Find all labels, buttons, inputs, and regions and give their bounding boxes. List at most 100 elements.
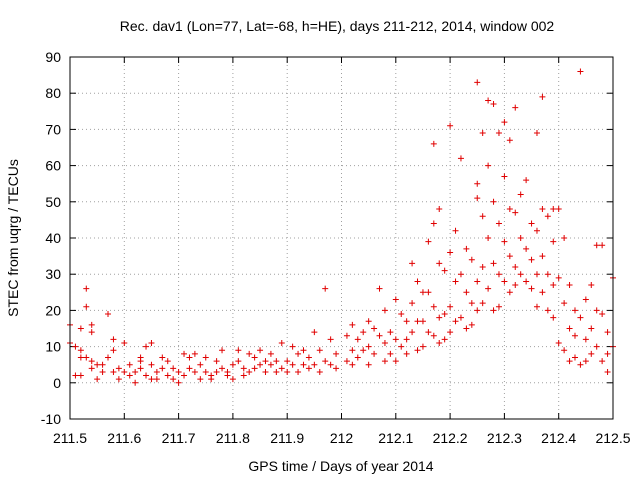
data-point [208,376,215,383]
y-tick-label: -10 [41,411,61,427]
y-tick-label: 60 [45,158,61,174]
data-point [485,162,492,169]
data-point [392,336,399,343]
data-point [539,93,546,100]
y-tick-label: 20 [45,302,61,318]
data-point [523,278,530,285]
data-point [528,256,535,263]
data-point [566,325,573,332]
data-point [588,282,595,289]
data-point [447,303,454,310]
data-point [441,267,448,274]
data-point [365,343,372,350]
data-point [441,336,448,343]
data-point [414,347,421,354]
data-point [571,307,578,314]
data-point [561,347,568,354]
data-point [322,358,329,365]
data-point [94,361,101,368]
data-point [468,300,475,307]
data-point [126,372,133,379]
data-point [105,311,112,318]
data-point [387,329,394,336]
data-point [506,289,513,296]
data-point [387,350,394,357]
data-point [517,191,524,198]
data-point [137,358,144,365]
data-point [202,368,209,375]
data-point [555,206,562,213]
data-point [143,372,150,379]
data-point [289,361,296,368]
data-point [115,376,122,383]
data-point [512,282,519,289]
data-point [381,307,388,314]
data-point [202,354,209,361]
data-point [398,311,405,318]
data-point [143,343,150,350]
data-point [550,238,557,245]
data-point [132,379,139,386]
data-point [599,358,606,365]
data-point [593,343,600,350]
data-point [447,249,454,256]
data-point [523,245,530,252]
data-point [457,155,464,162]
data-point [430,220,437,227]
y-tick-label: 70 [45,121,61,137]
data-point [224,372,231,379]
data-point [528,285,535,292]
data-point [517,235,524,241]
data-point [533,303,540,310]
data-point [550,282,557,289]
y-tick-label: 50 [45,194,61,210]
data-point [88,358,95,365]
data-point [539,206,546,213]
data-point [512,263,519,270]
data-point [539,289,546,296]
x-tick-label: 211.8 [216,430,250,446]
x-axis-label: GPS time / Days of year 2014 [248,458,433,474]
data-point [219,347,226,354]
data-point [430,303,437,310]
data-point [436,339,443,346]
data-point [528,220,535,227]
data-point [273,368,280,375]
data-point [148,339,155,346]
data-point [322,285,329,292]
data-point [343,332,350,339]
data-point [419,289,426,296]
data-point [582,358,589,365]
data-point [94,376,101,383]
data-point [485,235,492,241]
data-point [77,347,84,354]
data-point [392,296,399,303]
data-point [409,329,416,336]
data-point [115,365,122,372]
data-point [566,282,573,289]
data-point [419,343,426,350]
data-point [99,368,106,375]
data-point [474,180,481,187]
data-point [479,300,486,307]
data-point [343,358,350,365]
data-point [349,347,356,354]
data-point [333,350,340,357]
plot-frame [69,56,614,420]
data-point [452,278,459,285]
data-point [479,263,486,270]
data-point [593,242,600,249]
data-point [295,350,302,357]
data-point [235,358,242,365]
data-point [577,361,584,368]
data-point [153,376,160,383]
data-point [186,354,193,361]
data-point [88,365,95,372]
data-point [126,361,133,368]
data-point [219,365,226,372]
data-point [305,354,312,361]
y-tick-label: 30 [45,266,61,282]
data-point [197,376,204,383]
data-point [213,368,220,375]
